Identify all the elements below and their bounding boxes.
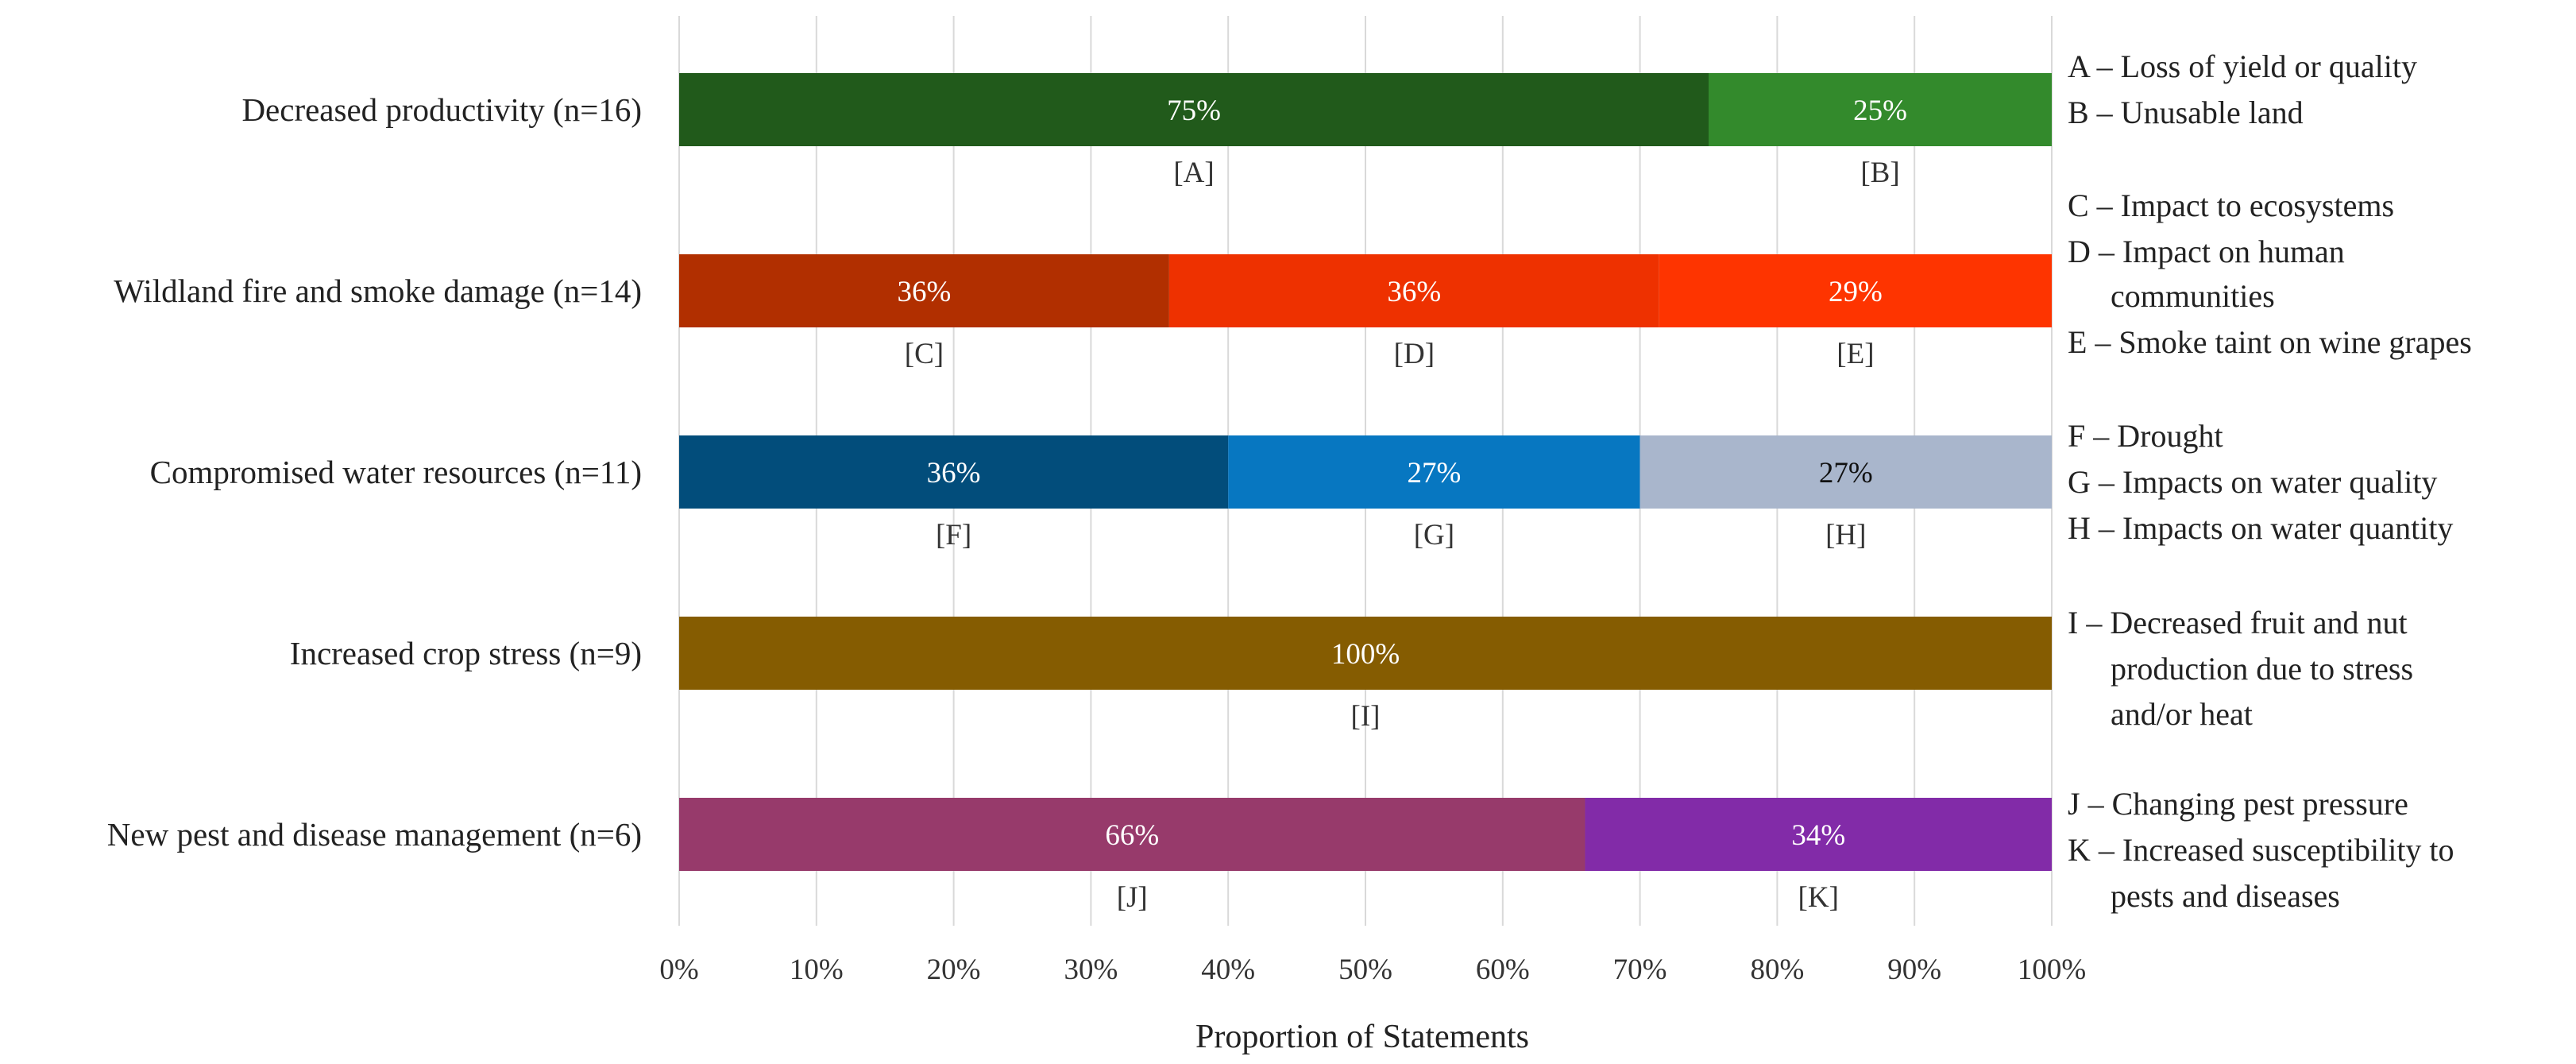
legend-item: H – Impacts on water quantity bbox=[2068, 510, 2453, 546]
category-label: Wildland fire and smoke damage (n=14) bbox=[114, 273, 642, 309]
legend-item: G – Impacts on water quality bbox=[2068, 464, 2437, 500]
x-tick-label: 20% bbox=[927, 954, 981, 986]
legend-item: D – Impact on human bbox=[2068, 234, 2345, 269]
segment-code-label: [C] bbox=[905, 338, 944, 370]
segment-code-label: [A] bbox=[1173, 157, 1214, 189]
x-tick-label: 30% bbox=[1064, 954, 1118, 986]
segment-code-label: [F] bbox=[936, 519, 971, 551]
category-label: New pest and disease management (n=6) bbox=[107, 816, 642, 853]
legend-item: F – Drought bbox=[2068, 418, 2223, 454]
bar-segment bbox=[1709, 73, 2052, 146]
segment-code-label: [I] bbox=[1351, 700, 1381, 733]
legend-item: J – Changing pest pressure bbox=[2068, 786, 2408, 822]
x-axis-title: Proportion of Statements bbox=[1195, 1019, 1529, 1055]
segment-code-label: [E] bbox=[1836, 338, 1874, 370]
legend-item: production due to stress bbox=[2111, 651, 2413, 687]
category-label: Decreased productivity (n=16) bbox=[241, 91, 642, 128]
x-axis: 0% 10% 20% 30% 40% 50% 60% 70% 80% 90% 100% bbox=[659, 954, 2086, 986]
data-label: 36% bbox=[898, 276, 952, 308]
bar-segment bbox=[1659, 254, 2052, 327]
bar-segment bbox=[679, 435, 1229, 509]
legend-item: A – Loss of yield or quality bbox=[2068, 48, 2417, 84]
x-tick-label: 70% bbox=[1613, 954, 1667, 986]
x-tick-label: 0% bbox=[659, 954, 698, 986]
bars: Decreased productivity (n=16) 75% [A] 25% [B… bbox=[107, 73, 2052, 914]
category-label: Increased crop stress (n=9) bbox=[290, 635, 642, 671]
legend-item: K – Increased susceptibility to bbox=[2068, 832, 2454, 868]
legend-item: communities bbox=[2111, 278, 2275, 314]
bar-segment bbox=[679, 73, 1709, 146]
data-label: 27% bbox=[1407, 457, 1461, 489]
x-tick-label: 10% bbox=[790, 954, 844, 986]
bar-segment bbox=[679, 798, 1585, 871]
x-tick-label: 90% bbox=[1887, 954, 1941, 986]
data-label: 100% bbox=[1331, 638, 1400, 671]
bar-segment bbox=[679, 617, 2052, 690]
legend: A – Loss of yield or quality B – Unusable… bbox=[2068, 48, 2472, 914]
category-label: Compromised water resources (n=11) bbox=[150, 454, 642, 490]
legend-item: and/or heat bbox=[2111, 696, 2253, 732]
legend-item: C – Impact to ecosystems bbox=[2068, 188, 2394, 223]
data-label: 66% bbox=[1105, 819, 1159, 852]
legend-item: B – Unusable land bbox=[2068, 95, 2304, 130]
x-tick-label: 40% bbox=[1201, 954, 1255, 986]
x-tick-label: 50% bbox=[1338, 954, 1392, 986]
bar-segment bbox=[1228, 435, 1640, 509]
data-label: 36% bbox=[927, 457, 981, 489]
legend-item: I – Decreased fruit and nut bbox=[2068, 605, 2408, 640]
segment-code-label: [H] bbox=[1825, 519, 1866, 551]
x-tick-label: 100% bbox=[2018, 954, 2086, 986]
legend-item: pests and diseases bbox=[2111, 878, 2340, 914]
x-tick-label: 80% bbox=[1750, 954, 1804, 986]
data-label: 27% bbox=[1819, 457, 1873, 489]
bar-segment bbox=[1168, 254, 1659, 327]
segment-code-label: [K] bbox=[1798, 881, 1839, 914]
legend-item: E – Smoke taint on wine grapes bbox=[2068, 324, 2472, 360]
segment-code-label: [J] bbox=[1117, 881, 1148, 914]
segment-code-label: [D] bbox=[1394, 338, 1435, 370]
x-tick-label: 60% bbox=[1476, 954, 1530, 986]
data-label: 29% bbox=[1829, 276, 1883, 308]
data-label: 25% bbox=[1853, 95, 1907, 127]
segment-code-label: [B] bbox=[1860, 157, 1899, 189]
data-label: 36% bbox=[1387, 276, 1441, 308]
bar-segment bbox=[679, 254, 1169, 327]
data-label: 75% bbox=[1167, 95, 1221, 127]
bar-segment bbox=[1585, 798, 2052, 871]
bar-segment bbox=[1639, 435, 2052, 509]
data-label: 34% bbox=[1791, 819, 1845, 852]
segment-code-label: [G] bbox=[1414, 519, 1454, 551]
